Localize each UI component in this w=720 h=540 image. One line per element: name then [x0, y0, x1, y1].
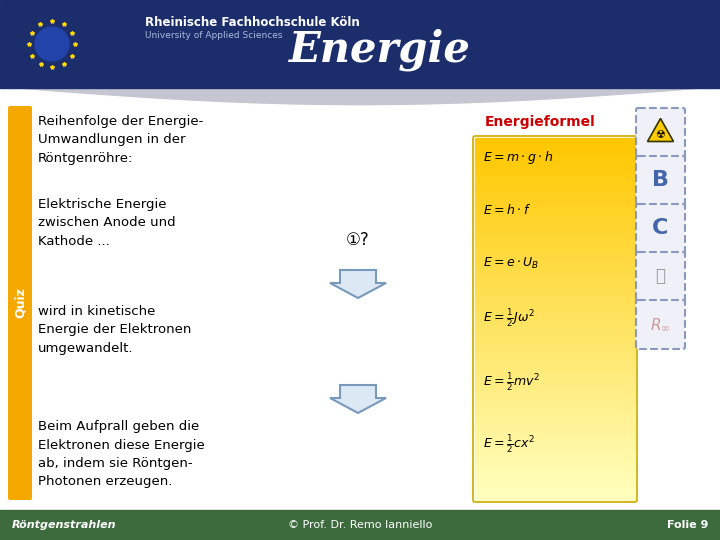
- Circle shape: [35, 27, 69, 61]
- Text: $E = \frac{1}{2}mv^2$: $E = \frac{1}{2}mv^2$: [483, 371, 540, 393]
- Text: Folie 9: Folie 9: [667, 520, 708, 530]
- FancyBboxPatch shape: [636, 156, 685, 205]
- Text: B: B: [652, 171, 669, 191]
- Text: $E = \frac{1}{2}J\omega^2$: $E = \frac{1}{2}J\omega^2$: [483, 307, 535, 329]
- Text: $E = \frac{1}{2}cx^2$: $E = \frac{1}{2}cx^2$: [483, 433, 535, 455]
- Text: Rheinische Fachhochschule Köln: Rheinische Fachhochschule Köln: [145, 16, 360, 29]
- FancyBboxPatch shape: [636, 204, 685, 253]
- Text: ①?: ①?: [346, 231, 370, 249]
- Polygon shape: [647, 118, 673, 141]
- Polygon shape: [330, 270, 386, 298]
- Text: Quiz: Quiz: [14, 288, 27, 319]
- Text: Elektrische Energie
zwischen Anode und
Kathode ...: Elektrische Energie zwischen Anode und K…: [38, 198, 176, 248]
- Circle shape: [34, 26, 70, 62]
- Text: 〜: 〜: [655, 267, 665, 286]
- Text: ☢: ☢: [655, 130, 665, 139]
- Text: University of Applied Sciences: University of Applied Sciences: [145, 31, 282, 40]
- FancyBboxPatch shape: [8, 106, 32, 500]
- Text: Röntgenstrahlen: Röntgenstrahlen: [12, 520, 117, 530]
- Text: $R_\infty$: $R_\infty$: [650, 316, 670, 333]
- Text: Energie: Energie: [289, 29, 471, 71]
- Text: Reihenfolge der Energie-
Umwandlungen in der
Röntgenröhre:: Reihenfolge der Energie- Umwandlungen in…: [38, 115, 203, 165]
- Text: Beim Aufprall geben die
Elektronen diese Energie
ab, indem sie Röntgen-
Photonen: Beim Aufprall geben die Elektronen diese…: [38, 420, 204, 489]
- Text: Energieformel: Energieformel: [485, 115, 595, 129]
- Text: $E = e\cdot U_B$: $E = e\cdot U_B$: [483, 255, 539, 271]
- Text: C: C: [652, 219, 669, 239]
- FancyBboxPatch shape: [636, 300, 685, 349]
- Polygon shape: [0, 0, 720, 88]
- FancyBboxPatch shape: [636, 252, 685, 301]
- FancyBboxPatch shape: [636, 108, 685, 157]
- Text: $E = h\cdot f$: $E = h\cdot f$: [483, 203, 531, 217]
- Text: wird in kinetische
Energie der Elektronen
umgewandelt.: wird in kinetische Energie der Elektrone…: [38, 305, 192, 355]
- Text: © Prof. Dr. Remo Ianniello: © Prof. Dr. Remo Ianniello: [288, 520, 432, 530]
- Polygon shape: [330, 385, 386, 413]
- Text: $E = m\cdot g\cdot h$: $E = m\cdot g\cdot h$: [483, 150, 553, 166]
